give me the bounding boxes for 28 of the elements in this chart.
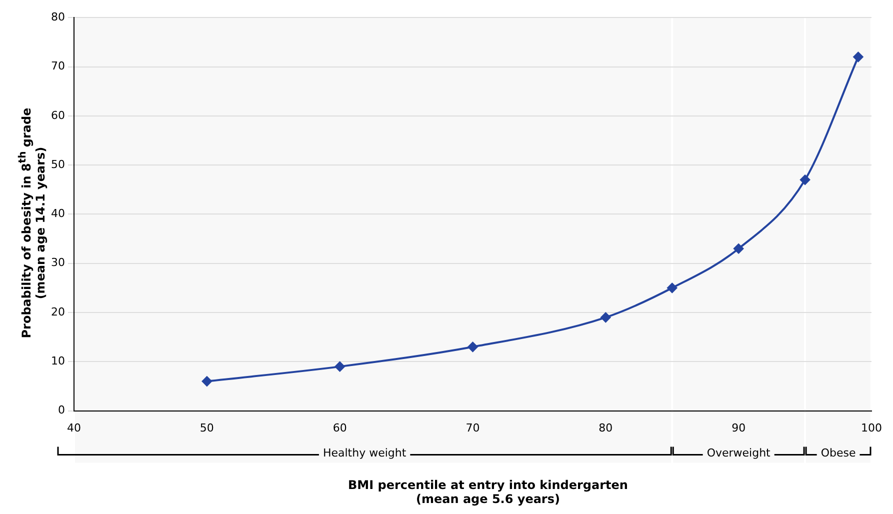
band-label: Obese	[820, 446, 856, 460]
x-tick-label: 50	[200, 421, 214, 434]
y-tick-label: 40	[50, 207, 65, 220]
point	[202, 376, 212, 386]
point	[853, 52, 864, 62]
band-label: Healthy weight	[322, 446, 407, 460]
x-tick-label: 90	[732, 421, 746, 434]
x-tick-label: 70	[466, 421, 480, 434]
point	[667, 282, 678, 293]
x-axis-title: BMI percentile at entry into kindergarten (mean age 5.6 years)	[348, 478, 628, 506]
y-tick-label: 20	[50, 305, 65, 318]
x-tick-label: 80	[598, 421, 613, 434]
y-tick-label: 30	[50, 256, 65, 270]
y-tick-label: 0	[58, 404, 65, 417]
point	[600, 312, 611, 322]
y-tick-label: 60	[50, 108, 65, 122]
y-tick-label: 80	[50, 10, 65, 24]
band-label: Overweight	[706, 446, 772, 460]
point	[734, 244, 744, 254]
point	[800, 174, 810, 185]
y-tick-label: 50	[50, 158, 65, 171]
x-tick-label: 40	[66, 421, 81, 434]
y-tick-label: 70	[50, 60, 65, 73]
point	[468, 342, 478, 352]
x-tick-label: 60	[332, 421, 347, 434]
y-tick-label: 10	[50, 354, 65, 368]
x-tick-label: 100	[861, 421, 882, 434]
point	[334, 362, 345, 372]
